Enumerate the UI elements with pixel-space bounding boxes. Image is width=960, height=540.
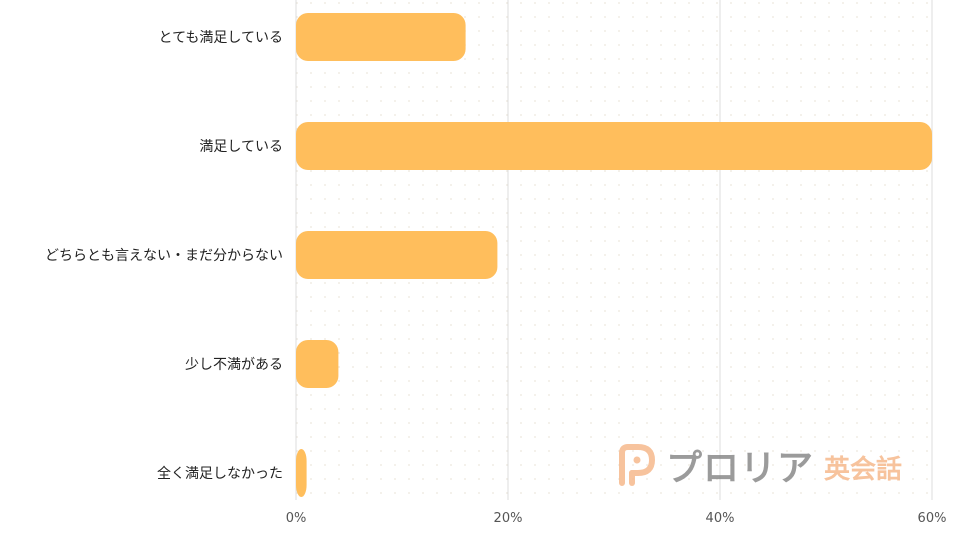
category-label: 全く満足しなかった [157, 465, 283, 482]
x-tick-label: 60% [918, 511, 947, 526]
category-label: とても満足している [159, 30, 283, 46]
bar [296, 13, 466, 61]
x-tick-label: 0% [286, 511, 307, 526]
x-axis-ticks: 0% 20% 40% 60% [286, 511, 947, 526]
proria-logo-icon [619, 444, 656, 486]
watermark-subtitle: 英会話 [824, 454, 903, 485]
category-label: 満足している [199, 139, 283, 155]
category-label: 少し不満がある [185, 357, 283, 373]
x-tick-label: 20% [494, 511, 523, 526]
category-labels: とても満足している満足しているどちらとも言えない・まだ分からない少し不満がある全… [45, 30, 283, 482]
bar [296, 122, 932, 170]
bar [296, 340, 339, 388]
x-tick-label: 40% [706, 511, 735, 526]
category-label: どちらとも言えない・まだ分からない [45, 248, 283, 264]
bars [296, 13, 932, 497]
gridlines [295, 0, 933, 500]
bar [296, 449, 307, 497]
watermark-brand: プロリア [666, 448, 815, 489]
bar [296, 231, 498, 279]
brand-watermark: プロリア 英会話 [614, 440, 902, 490]
